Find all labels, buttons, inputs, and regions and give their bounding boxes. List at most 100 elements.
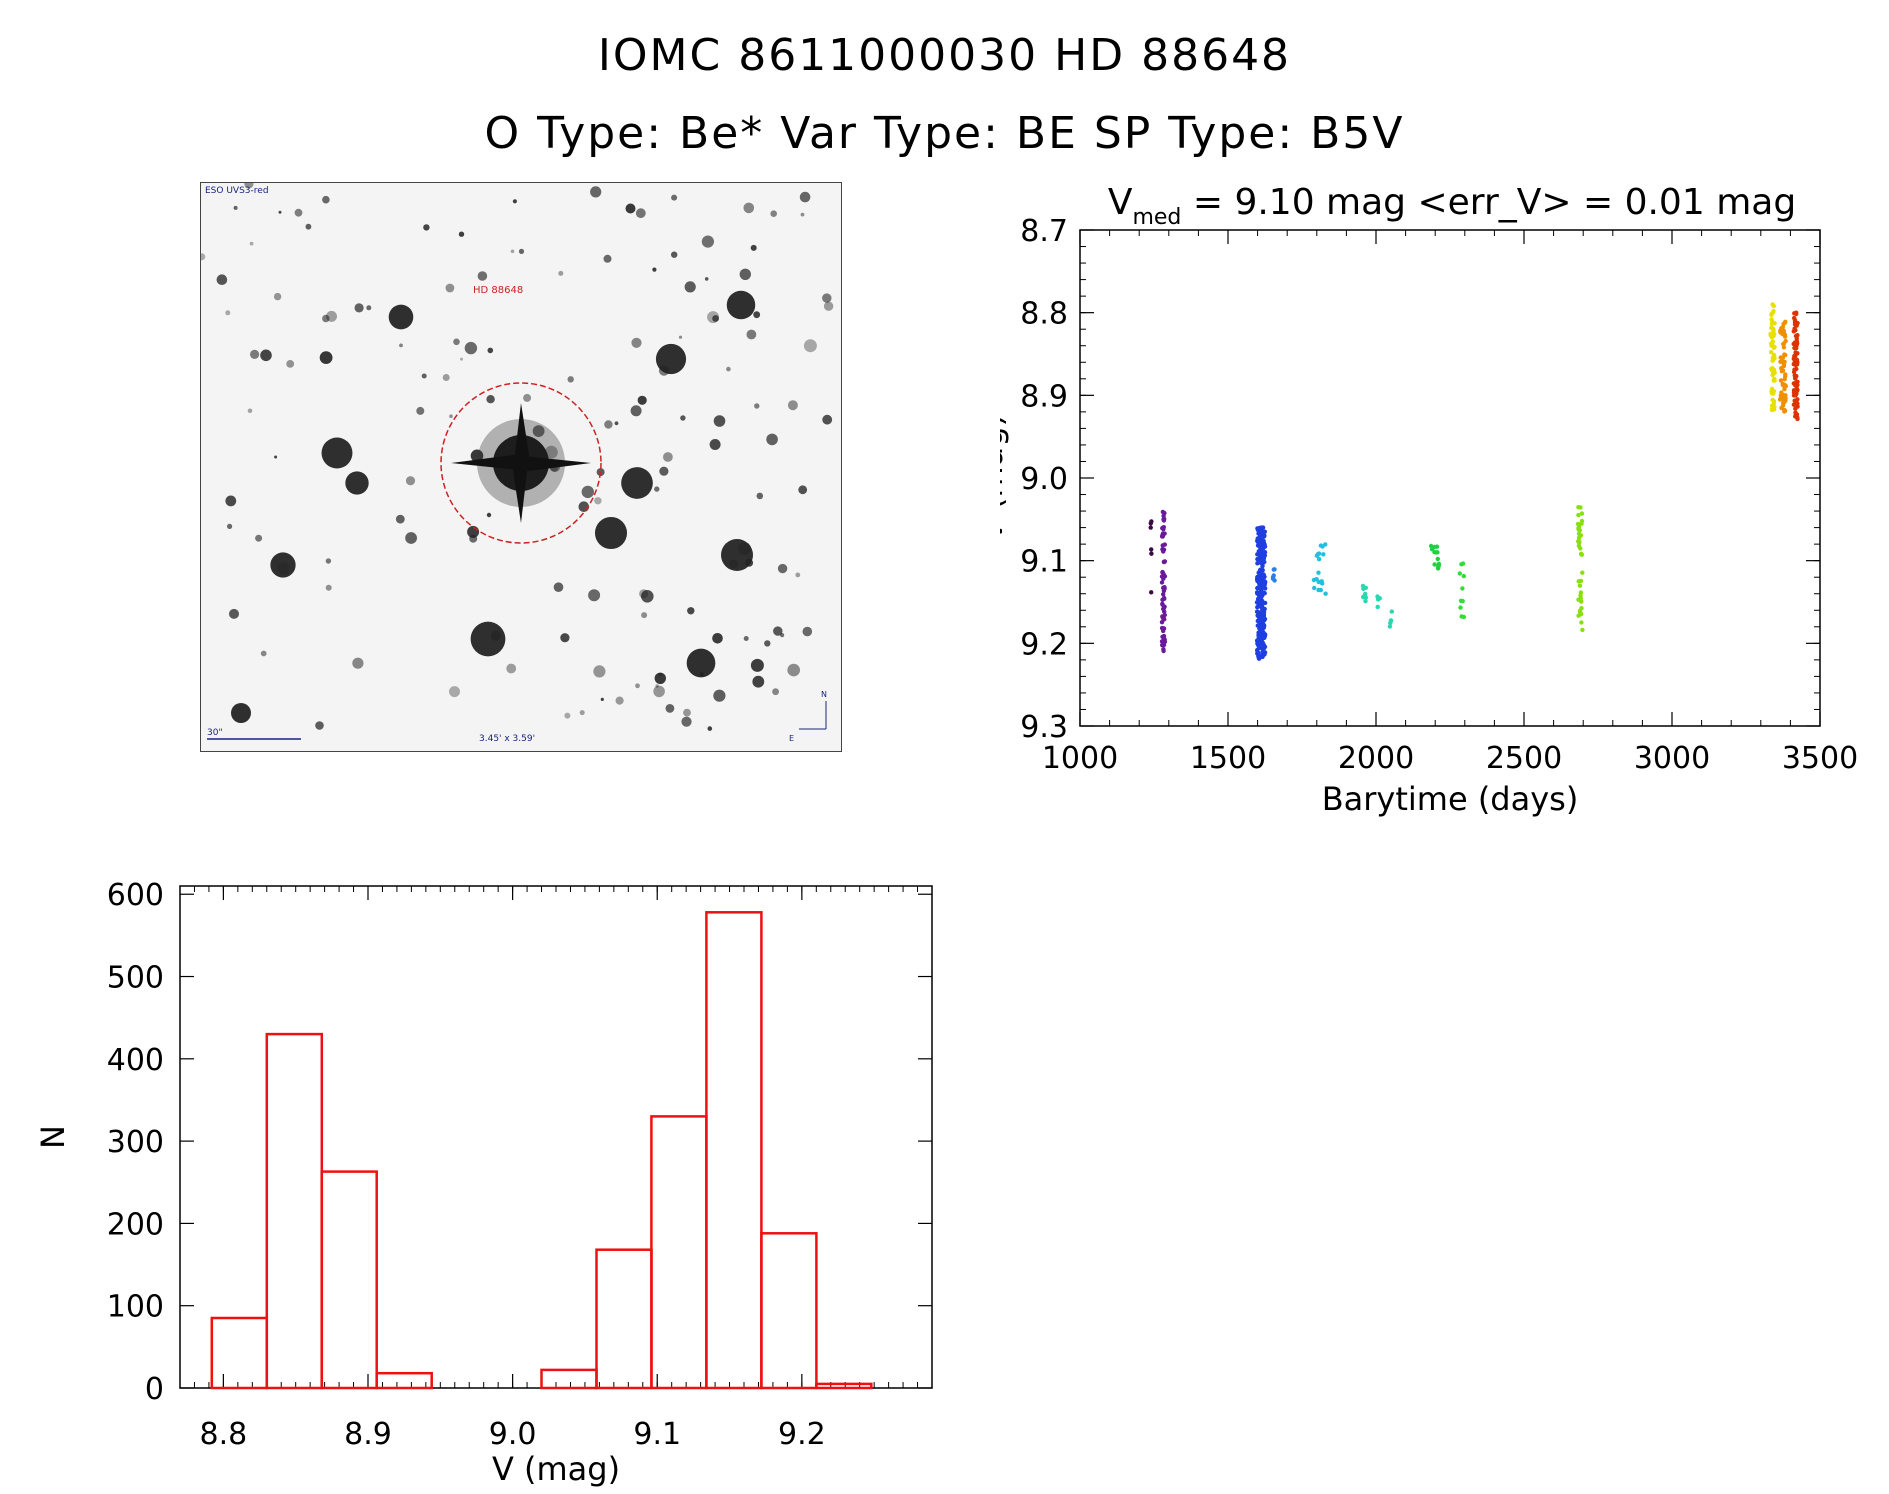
data-point — [1361, 595, 1366, 600]
star-faint — [532, 425, 545, 437]
data-point — [1772, 356, 1777, 361]
star-faint — [746, 329, 757, 340]
data-point — [1577, 583, 1583, 588]
data-point — [1459, 614, 1464, 619]
star-faint — [325, 558, 332, 564]
data-point — [1257, 619, 1262, 624]
star-faint — [458, 231, 465, 237]
data-point — [1161, 547, 1167, 552]
data-point — [1771, 331, 1777, 337]
star-faint — [405, 476, 416, 486]
histogram-bar — [760, 1232, 818, 1390]
data-point — [1778, 328, 1783, 333]
data-point — [1316, 570, 1321, 575]
y-tick-label: 9.0 — [1020, 462, 1068, 497]
star-faint — [229, 608, 239, 619]
data-point — [1576, 505, 1581, 510]
star-faint — [635, 208, 646, 219]
y-tick-label: 9.1 — [1020, 545, 1068, 580]
data-point — [1261, 538, 1266, 544]
star-faint — [594, 497, 602, 505]
data-point — [1434, 550, 1439, 555]
data-point — [1256, 549, 1261, 554]
data-point — [1318, 587, 1323, 593]
data-point — [1770, 302, 1775, 307]
star-1 — [470, 621, 506, 657]
star-faint — [560, 633, 570, 643]
star-faint — [637, 395, 647, 405]
data-point — [1781, 329, 1787, 334]
star-faint — [729, 559, 739, 568]
data-point — [1258, 587, 1263, 592]
data-point — [1262, 651, 1267, 656]
data-point — [1578, 578, 1584, 584]
data-point — [1377, 596, 1382, 601]
star-faint — [247, 408, 253, 414]
x-axis-label: V (mag) — [492, 1450, 620, 1488]
star-faint — [588, 589, 601, 602]
data-point — [1576, 597, 1581, 602]
data-point — [1795, 333, 1800, 338]
data-point — [1318, 543, 1324, 548]
x-tick-label: 9.2 — [778, 1417, 826, 1452]
x-tick-label: 2000 — [1338, 741, 1414, 776]
histogram-bar — [265, 1032, 324, 1390]
data-point — [1161, 615, 1166, 621]
data-point — [1257, 593, 1262, 598]
x-tick-label: 3000 — [1634, 741, 1710, 776]
star-faint — [764, 640, 771, 647]
data-point — [1256, 650, 1261, 655]
star-faint — [319, 351, 333, 364]
data-point — [1159, 580, 1165, 585]
star-faint — [743, 202, 755, 214]
compass-north-label: N — [821, 690, 827, 699]
star-faint — [460, 357, 463, 361]
data-point — [1314, 553, 1320, 558]
data-point — [1576, 512, 1581, 518]
star-faint — [665, 704, 675, 713]
data-point — [1262, 559, 1267, 565]
data-point — [1579, 552, 1584, 557]
chart-title-line-1: IOMC 8611000030 HD 88648 — [597, 30, 1292, 81]
star-faint — [255, 534, 263, 542]
data-point — [1795, 416, 1800, 422]
data-point — [1579, 518, 1585, 524]
star-faint — [773, 626, 783, 636]
data-point — [1779, 405, 1784, 411]
star-faint — [823, 301, 834, 311]
data-point — [1162, 516, 1167, 522]
data-point — [1312, 585, 1317, 591]
star-faint — [756, 492, 764, 500]
star-faint — [233, 205, 238, 210]
data-point — [1323, 591, 1328, 596]
data-point — [1261, 576, 1266, 581]
star-faint — [678, 335, 683, 339]
star-faint — [506, 663, 517, 674]
compass-icon: N E — [789, 690, 827, 743]
y-tick-label: 9.3 — [1020, 710, 1068, 745]
data-point — [1160, 570, 1165, 575]
star-faint — [260, 650, 267, 657]
data-point — [1161, 606, 1166, 611]
data-point — [1794, 357, 1799, 362]
star-faint — [278, 210, 282, 214]
star-faint — [486, 512, 492, 518]
data-point — [1578, 546, 1583, 551]
data-point — [1577, 609, 1583, 615]
star-faint — [399, 343, 403, 348]
data-point — [1769, 317, 1774, 322]
star-faint — [800, 212, 805, 217]
data-point — [1579, 606, 1584, 611]
data-point — [1260, 534, 1265, 539]
data-point — [1261, 625, 1266, 630]
star-faint — [294, 208, 303, 217]
y-tick-label: 600 — [107, 878, 164, 913]
data-point — [1783, 374, 1788, 379]
star-faint — [743, 636, 749, 641]
histogram-bar — [320, 1170, 378, 1390]
data-point — [1578, 590, 1584, 595]
plot-title: Vmed = 9.10 mag <err_V> = 0.01 mag — [1108, 182, 1796, 230]
chart-title-line-2: O Type: Be* Var Type: BE SP Type: B5V — [484, 108, 1405, 159]
data-point — [1161, 592, 1166, 597]
data-point — [1793, 400, 1798, 406]
